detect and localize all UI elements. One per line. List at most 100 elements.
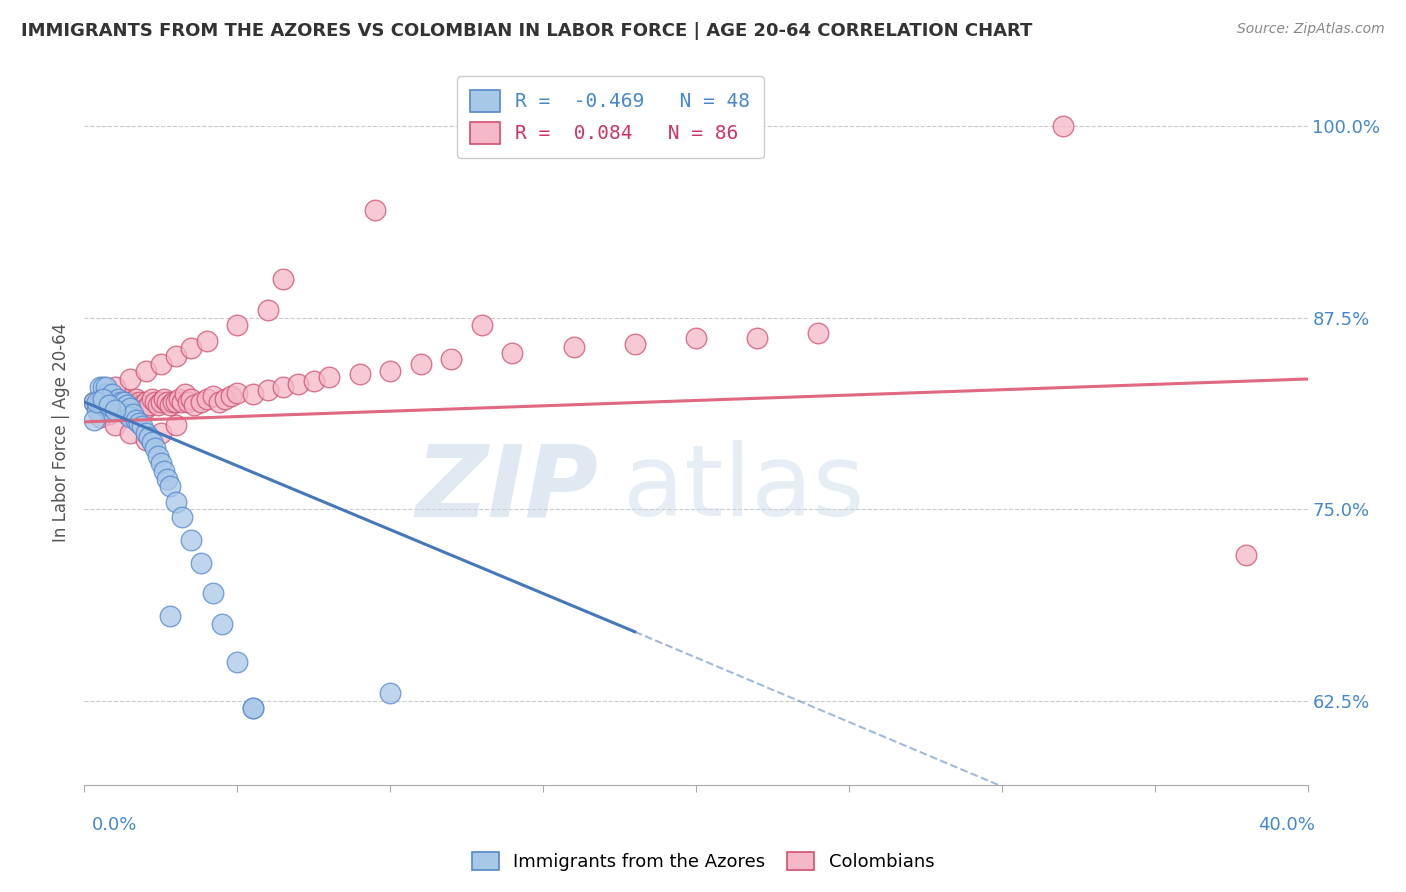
Point — [91, 379, 114, 393]
Point — [624, 336, 647, 351]
Point — [165, 417, 187, 432]
Point — [131, 398, 153, 412]
Point — [807, 326, 830, 340]
Point — [120, 410, 142, 425]
Point — [110, 402, 132, 417]
Point — [89, 410, 111, 425]
Point — [141, 392, 163, 406]
Point — [165, 395, 187, 409]
Point — [153, 392, 176, 406]
Point — [125, 392, 148, 406]
Point — [242, 387, 264, 401]
Point — [271, 379, 294, 393]
Point — [97, 395, 120, 409]
Text: atlas: atlas — [623, 441, 865, 538]
Point — [135, 425, 157, 440]
Point — [226, 385, 249, 400]
Point — [138, 398, 160, 412]
Point — [149, 357, 172, 371]
Point — [208, 395, 231, 409]
Point — [104, 402, 127, 417]
Point — [165, 349, 187, 363]
Legend: Immigrants from the Azores, Colombians: Immigrants from the Azores, Colombians — [464, 845, 942, 879]
Point — [502, 346, 524, 360]
Point — [1236, 548, 1258, 562]
Point — [146, 398, 169, 412]
Legend: R =  -0.469   N = 48, R =  0.084   N = 86: R = -0.469 N = 48, R = 0.084 N = 86 — [457, 76, 763, 158]
Point — [287, 376, 309, 391]
Point — [159, 398, 181, 412]
Point — [135, 395, 157, 409]
Point — [165, 494, 187, 508]
Point — [195, 334, 218, 348]
Point — [214, 392, 236, 406]
Point — [190, 395, 212, 409]
Point — [120, 372, 142, 386]
Point — [86, 395, 108, 409]
Point — [107, 392, 129, 406]
Point — [242, 701, 264, 715]
Point — [409, 357, 432, 371]
Point — [115, 395, 138, 409]
Point — [153, 464, 176, 478]
Point — [242, 701, 264, 715]
Point — [141, 434, 163, 449]
Point — [349, 368, 371, 382]
Point — [104, 398, 127, 412]
Point — [97, 398, 120, 412]
Point — [471, 318, 494, 333]
Point — [89, 395, 111, 409]
Point — [747, 331, 769, 345]
Point — [83, 413, 105, 427]
Point — [440, 352, 463, 367]
Point — [201, 389, 224, 403]
Point — [257, 383, 280, 397]
Point — [128, 417, 150, 431]
Point — [110, 401, 132, 416]
Point — [219, 389, 242, 403]
Point — [131, 402, 153, 417]
Point — [318, 370, 340, 384]
Point — [115, 398, 138, 412]
Point — [162, 395, 184, 409]
Point — [180, 533, 202, 547]
Y-axis label: In Labor Force | Age 20-64: In Labor Force | Age 20-64 — [52, 323, 70, 542]
Point — [86, 398, 108, 412]
Point — [97, 395, 120, 409]
Point — [120, 401, 142, 416]
Point — [97, 407, 120, 421]
Point — [107, 395, 129, 409]
Point — [115, 402, 138, 417]
Point — [94, 387, 117, 401]
Point — [271, 272, 294, 286]
Point — [172, 509, 194, 524]
Point — [174, 387, 197, 401]
Point — [101, 398, 124, 412]
Point — [120, 401, 142, 416]
Point — [104, 379, 127, 393]
Point — [146, 449, 169, 463]
Point — [104, 417, 127, 432]
Point — [86, 402, 108, 417]
Point — [120, 395, 142, 409]
Point — [104, 402, 127, 417]
Point — [156, 472, 179, 486]
Point — [143, 395, 166, 409]
Point — [125, 398, 148, 412]
Point — [89, 379, 111, 393]
Point — [159, 609, 181, 624]
Point — [138, 430, 160, 444]
Point — [94, 398, 117, 412]
Point — [195, 392, 218, 406]
Point — [97, 402, 120, 417]
Point — [156, 395, 179, 409]
Point — [135, 364, 157, 378]
Point — [112, 404, 135, 418]
Point — [143, 441, 166, 455]
Point — [257, 303, 280, 318]
Point — [107, 398, 129, 412]
Point — [364, 203, 387, 218]
Point — [302, 374, 325, 388]
Point — [89, 402, 111, 417]
Point — [128, 401, 150, 416]
